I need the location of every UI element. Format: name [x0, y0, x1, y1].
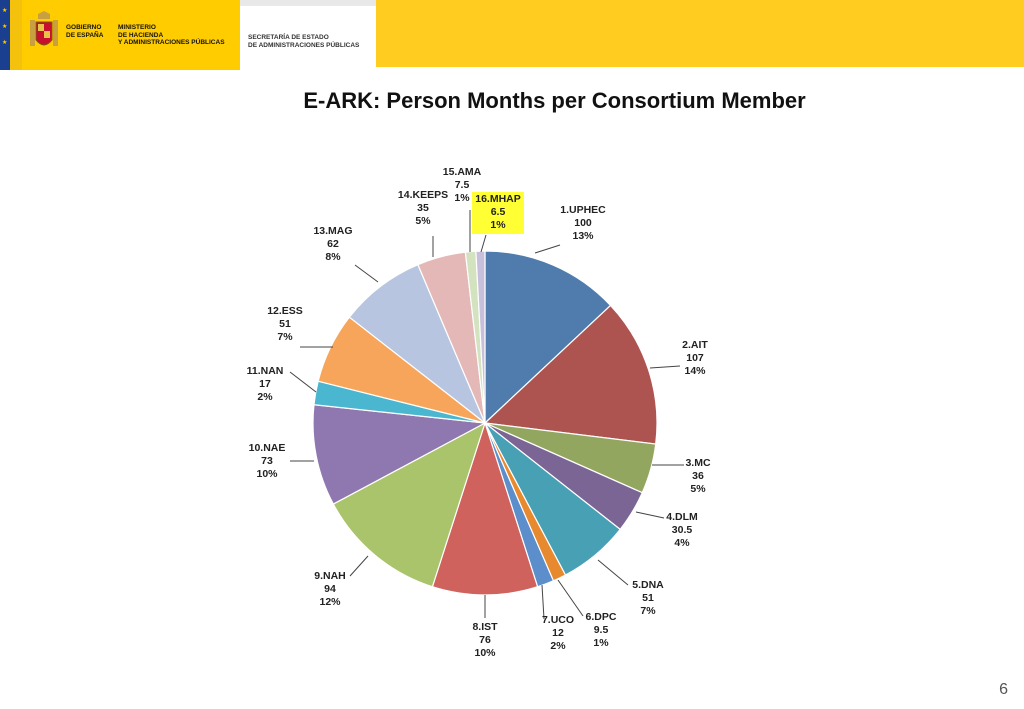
slice-label: 4.DLM: [666, 511, 698, 523]
slice-percent: 10%: [256, 468, 278, 480]
slice-value: 100: [574, 217, 592, 229]
pie-slice-2-ait: [483, 304, 658, 445]
header-yellow-bar: [376, 0, 1024, 67]
slice-label: 9.NAH: [314, 570, 346, 582]
slice-value: 6.5: [491, 206, 506, 218]
slice-percent: 1%: [593, 637, 609, 649]
slice-value: 62: [327, 238, 339, 250]
slice-value: 51: [642, 592, 654, 604]
leader-line: [354, 264, 379, 283]
slice-value: 76: [479, 634, 491, 646]
slice-label: 12.ESS: [267, 305, 303, 317]
svg-text:★: ★: [2, 23, 7, 30]
slice-label: 16.MHAP: [475, 193, 521, 205]
slice-value: 30.5: [672, 524, 693, 536]
ministry-line-1: MINISTERIO: [118, 24, 156, 31]
slice-percent: 10%: [474, 647, 496, 659]
ministry-line-3: Y ADMINISTRACIONES PÚBLICAS: [118, 39, 225, 46]
slice-value: 107: [686, 352, 704, 364]
eu-stars-icon: ★ ★ ★: [0, 0, 10, 70]
label-highlight: [472, 192, 524, 234]
slice-value: 17: [259, 378, 271, 390]
slice-label: 10.NAE: [249, 442, 286, 454]
slice-label: 13.MAG: [313, 225, 352, 237]
slice-value: 51: [279, 318, 291, 330]
svg-text:★: ★: [2, 39, 7, 46]
slice-label: 5.DNA: [632, 579, 664, 591]
ministry-line-2: DE HACIENDA: [118, 31, 164, 39]
slice-label: 7.UCO: [542, 614, 574, 626]
government-logo-block: [22, 0, 240, 70]
slice-label: 2.AIT: [682, 339, 708, 351]
leader-line: [349, 555, 369, 577]
leader-line: [289, 371, 317, 393]
slice-percent: 5%: [415, 215, 431, 227]
secretariat-line-1: SECRETARÍA DE ESTADO: [248, 34, 329, 41]
slice-value: 36: [692, 470, 704, 482]
leader-line: [541, 584, 545, 620]
slice-value: 9.5: [594, 624, 609, 636]
gov-line-2: DE ESPAÑA: [66, 31, 104, 39]
slice-percent: 7%: [277, 331, 293, 343]
slice-value: 12: [552, 627, 564, 639]
slice-percent: 5%: [690, 483, 706, 495]
slice-percent: 8%: [325, 251, 341, 263]
flag-yellow-band: [10, 0, 22, 70]
slice-percent: 12%: [319, 596, 341, 608]
leader-line: [597, 559, 629, 586]
slice-label: 8.IST: [472, 621, 498, 633]
pie-slice-1-uphec: [484, 250, 612, 425]
slice-value: 94: [324, 583, 336, 595]
pie-slice-16-mhap: [475, 250, 486, 424]
page-number: 6: [999, 681, 1008, 698]
coat-of-arms-icon: [26, 10, 62, 56]
leader-line: [480, 234, 487, 253]
slice-label: 11.NAN: [247, 365, 284, 377]
slice-percent: 1%: [454, 192, 470, 204]
ministry-name: MINISTERIO DE HACIENDA Y ADMINISTRACIONE…: [118, 24, 225, 47]
header-banner: ★ ★ ★ GOBIERNO DE ESPAÑA MINISTERIO DE H…: [0, 0, 1024, 70]
gov-line-1: GOBIERNO: [66, 24, 102, 31]
pie-slice-9-nah: [332, 421, 487, 588]
leader-line: [557, 579, 584, 617]
chart-title: E-ARK: Person Months per Consortium Memb…: [303, 88, 806, 113]
pie-slice-10-nae: [312, 404, 488, 505]
spain-flag-strip: ★ ★ ★: [0, 0, 22, 70]
slice-label: 15.AMA: [443, 166, 482, 178]
slice-label: 1.UPHEC: [560, 204, 606, 216]
slice-label: 14.KEEPS: [398, 189, 448, 201]
government-name: GOBIERNO DE ESPAÑA: [66, 24, 103, 39]
slice-percent: 2%: [257, 391, 273, 403]
slice-percent: 13%: [572, 230, 594, 242]
secretariat-name: SECRETARÍA DE ESTADO DE ADMINISTRACIONES…: [248, 34, 359, 49]
eu-stars-svg: ★ ★ ★: [2, 7, 7, 46]
slice-percent: 4%: [674, 537, 690, 549]
slice-value: 73: [261, 455, 273, 467]
slice-value: 35: [417, 202, 429, 214]
leader-line: [635, 511, 665, 519]
slice-percent: 7%: [640, 605, 656, 617]
slice-label: 3.MC: [685, 457, 711, 469]
slice-percent: 2%: [550, 640, 566, 652]
slice-percent: 1%: [490, 219, 506, 231]
secretariat-block: [240, 0, 376, 68]
leader-line: [649, 365, 681, 369]
leader-line: [534, 244, 561, 254]
slice-value: 7.5: [455, 179, 470, 191]
secretariat-line-2: DE ADMINISTRACIONES PÚBLICAS: [248, 41, 360, 49]
svg-text:★: ★: [2, 7, 7, 14]
slice-percent: 14%: [684, 365, 706, 377]
slice-label: 6.DPC: [586, 611, 617, 623]
